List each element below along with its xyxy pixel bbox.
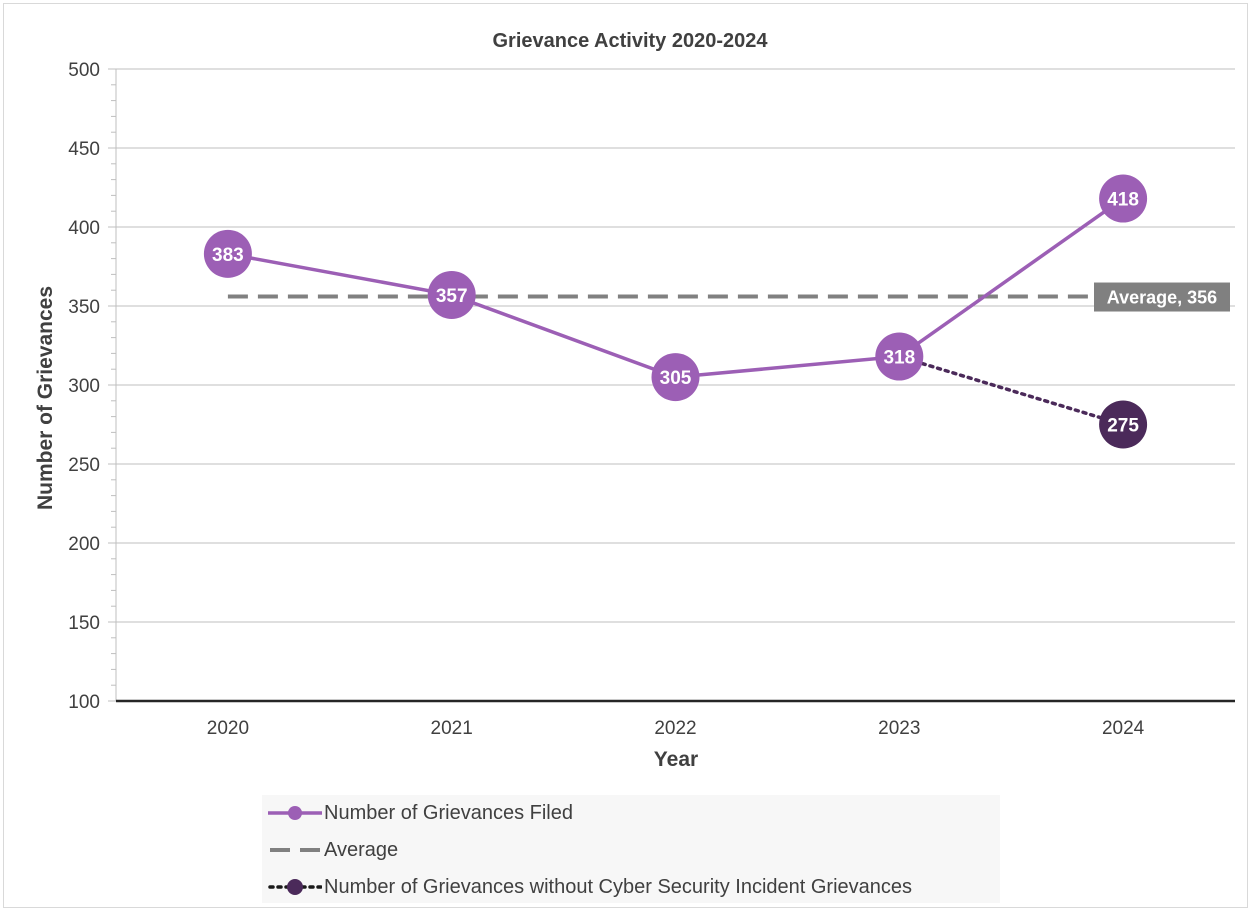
y-axis-label: Number of Grievances [34,286,57,510]
data-label: 275 [1107,416,1139,437]
data-label: 305 [660,368,692,389]
x-tick-label: 2021 [431,718,473,739]
legend-label: Number of Grievances Filed [324,801,573,824]
data-point-marker [427,270,476,319]
data-point-without-cyber: 275 [1099,400,1148,449]
y-tick-label: 100 [68,692,100,713]
data-label: 383 [212,245,244,266]
data-points: 383 357 305 318 418 275 [203,174,1148,449]
y-tick-label: 350 [68,297,100,318]
average-annotation-box [1094,282,1230,312]
legend: Number of Grievances Filed Average Numbe… [262,795,1000,903]
data-point-marker [651,353,700,402]
data-point-grievances-filed: 357 [427,270,476,319]
series-line-grievances-filed [227,197,1125,379]
data-label: 418 [1107,190,1139,211]
y-tick-label: 500 [68,60,100,81]
x-axis-label: Year [654,748,698,771]
legend-item-average: Average [268,835,398,865]
data-point-marker [875,332,924,381]
legend-label: Average [324,838,399,861]
gridlines [116,68,1235,623]
data-point-grievances-filed: 318 [875,332,924,381]
x-tick-label: 2022 [654,718,696,739]
average-annotation-label: Average, 356 [1107,288,1217,308]
y-tick-label: 150 [68,613,100,634]
data-point-grievances-filed: 418 [1099,174,1148,223]
series-line-without-cyber [897,354,1125,427]
legend-swatch-solid [268,806,322,820]
annotations: Average, 356 [1094,282,1230,312]
y-tick-label: 400 [68,218,100,239]
legend-swatch-dashed [270,848,322,852]
data-point-marker [203,229,252,278]
legend-label: Number of Grievances without Cyber Secur… [324,875,913,898]
y-tick-label: 300 [68,376,100,397]
average-annotation: Average, 356 [1094,282,1230,312]
data-point-marker [1099,174,1148,223]
data-point-marker [1099,400,1148,449]
data-point-grievances-filed: 305 [651,353,700,402]
y-tick-label: 200 [68,534,100,555]
legend-swatch-dotted [268,879,322,895]
chart-frame [3,3,1248,908]
legend-item-grievances-filed: Number of Grievances Filed [268,798,573,828]
data-point-grievances-filed: 383 [203,229,252,278]
x-tick-label: 2024 [1102,718,1145,739]
y-tick-label: 250 [68,455,100,476]
legend-item-without-cyber: Number of Grievances without Cyber Secur… [268,872,912,902]
y-axis: 100 150 200 250 300 350 400 450 500 [68,60,117,713]
data-label: 318 [883,348,915,369]
x-axis: 2020 2021 2022 2023 2024 [116,699,1235,739]
y-tick-label: 450 [68,139,100,160]
x-tick-label: 2023 [878,718,920,739]
chart-title: Grievance Activity 2020-2024 [493,30,769,52]
data-label: 357 [436,286,468,307]
x-tick-label: 2020 [207,718,249,739]
